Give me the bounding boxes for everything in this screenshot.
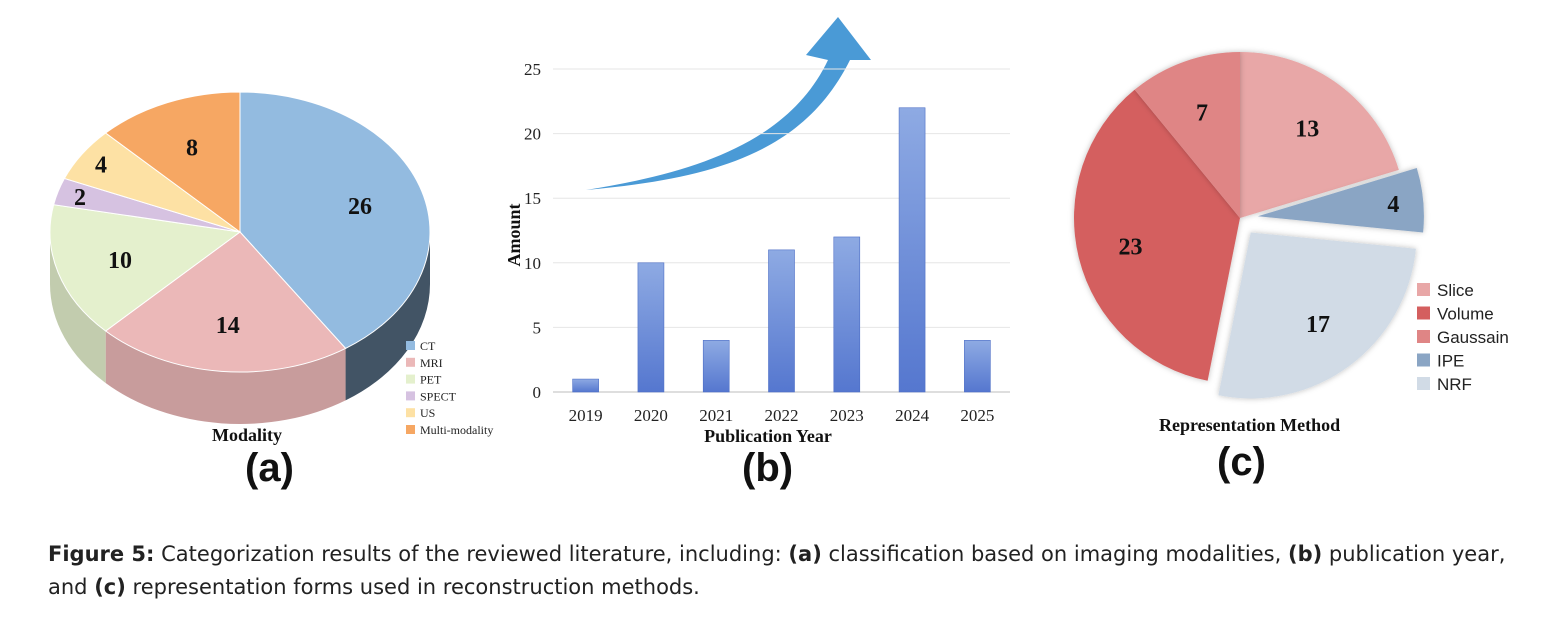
slice-pet bbox=[49, 204, 242, 332]
representation-method-legend: Slice Volume Gaussain IPE NRF bbox=[1417, 281, 1509, 394]
panel-b-label: (b) bbox=[742, 446, 794, 490]
legend-label-pet: PET bbox=[420, 373, 442, 387]
legend-label-slice: Slice bbox=[1437, 281, 1474, 300]
x-tick-label-2024: 2024 bbox=[895, 406, 930, 425]
legend-swatch-mri bbox=[406, 357, 415, 367]
legend-label-mri: MRI bbox=[420, 356, 443, 370]
data-label-mri: 14 bbox=[216, 313, 240, 339]
panel-c-title: Representation Method bbox=[1159, 415, 1341, 435]
legend-swatch-slice bbox=[1417, 283, 1430, 296]
slice-multi-modality bbox=[104, 91, 241, 233]
bar-2022 bbox=[768, 249, 795, 393]
bar-2025 bbox=[964, 340, 991, 393]
data-label-ct: 26 bbox=[348, 194, 372, 220]
modality-pie-chart: 26 14 10 24 8 bbox=[49, 91, 431, 425]
figure: 26 14 10 2 4 8 CT MRI PET SPECT US Multi-modality … bbox=[49, 17, 1509, 490]
x-tick-label-2021: 2021 bbox=[699, 406, 733, 425]
slice-gaussain bbox=[1134, 52, 1240, 218]
legend-swatch-gaussain bbox=[1417, 330, 1430, 343]
representation-method-pie-chart: 13 4 17 23 7 bbox=[1074, 52, 1424, 399]
y-tick-label-15: 15 bbox=[524, 189, 541, 208]
legend-label-multi-modality: Multi-modality bbox=[420, 423, 493, 437]
data-label-us: 4 bbox=[95, 153, 107, 179]
slice-slice bbox=[1240, 52, 1399, 218]
x-tick-label-2022: 2022 bbox=[765, 406, 799, 425]
side-pet bbox=[50, 232, 106, 383]
legend-label-ipe: IPE bbox=[1437, 352, 1464, 371]
slice-nrf bbox=[1218, 232, 1416, 399]
legend-swatch-ct bbox=[406, 341, 415, 350]
panel-c-label: (c) bbox=[1217, 440, 1266, 484]
data-label-gaussain: 7 bbox=[1196, 101, 1208, 127]
caption-figure-label: Figure 5: bbox=[48, 542, 155, 566]
legend-swatch-nrf bbox=[1417, 377, 1430, 390]
legend-label-volume: Volume bbox=[1437, 305, 1494, 324]
caption-c: (c) bbox=[94, 575, 126, 599]
y-tick-label-5: 5 bbox=[533, 318, 542, 337]
panel-a-label: (a) bbox=[245, 446, 294, 490]
data-label-volume: 23 bbox=[1119, 234, 1143, 260]
caption-text-1: Categorization results of the reviewed l… bbox=[154, 542, 789, 566]
data-label-spect: 2 bbox=[74, 185, 86, 211]
x-tick-label-2019: 2019 bbox=[569, 406, 603, 425]
x-axis-title: Publication Year bbox=[704, 426, 832, 446]
y-axis-title: Amount bbox=[504, 203, 524, 266]
legend-swatch-volume bbox=[1417, 306, 1430, 320]
bar-2021 bbox=[702, 340, 730, 393]
slice-ipe bbox=[1257, 168, 1424, 233]
trend-arrow-icon bbox=[586, 17, 871, 190]
slice-volume bbox=[1074, 89, 1240, 381]
y-tick-label-0: 0 bbox=[533, 383, 542, 402]
y-tick-label-25: 25 bbox=[524, 60, 541, 79]
legend-swatch-multi-modality bbox=[406, 425, 415, 434]
y-tick-label-10: 10 bbox=[524, 254, 541, 273]
panel-a-title: Modality bbox=[212, 425, 282, 445]
bar-2020 bbox=[637, 262, 665, 393]
legend-swatch-spect bbox=[406, 391, 415, 401]
data-label-multi-modality: 8 bbox=[186, 136, 198, 162]
data-label-nrf: 17 bbox=[1306, 312, 1330, 338]
x-tick-label-2023: 2023 bbox=[830, 406, 864, 425]
side-mri bbox=[105, 330, 346, 425]
data-label-slice: 13 bbox=[1295, 116, 1319, 142]
legend-swatch-ipe bbox=[1417, 353, 1430, 367]
caption-b: (b) bbox=[1287, 542, 1323, 566]
legend-label-ct: CT bbox=[420, 339, 436, 353]
bar-2023 bbox=[833, 236, 861, 393]
bar-2019 bbox=[572, 378, 599, 393]
y-tick-label-20: 20 bbox=[524, 125, 541, 144]
x-tick-label-2020: 2020 bbox=[634, 406, 668, 425]
legend-label-spect: SPECT bbox=[420, 389, 457, 403]
modality-legend: CT MRI PET SPECT US Multi-modality bbox=[406, 339, 493, 437]
slice-mri bbox=[104, 231, 347, 373]
legend-label-gaussain: Gaussain bbox=[1437, 328, 1509, 347]
side-ct bbox=[345, 232, 430, 401]
caption-text-3: publication year, and bbox=[48, 542, 1506, 599]
caption-text-2: classification based on imaging modaliti… bbox=[821, 542, 1288, 566]
legend-swatch-pet bbox=[406, 374, 415, 384]
figure-caption: Figure 5: Categorization results of the … bbox=[48, 538, 1528, 604]
legend-swatch-us bbox=[406, 408, 415, 418]
caption-text-4: representation forms used in reconstruct… bbox=[125, 575, 700, 599]
x-tick-label-2025: 2025 bbox=[960, 406, 994, 425]
legend-label-nrf: NRF bbox=[1437, 375, 1472, 394]
data-label-pet: 10 bbox=[108, 248, 132, 274]
bar-2024 bbox=[898, 107, 926, 393]
legend-label-us: US bbox=[420, 406, 435, 420]
caption-a: (a) bbox=[788, 542, 822, 566]
data-label-ipe: 4 bbox=[1387, 192, 1399, 218]
